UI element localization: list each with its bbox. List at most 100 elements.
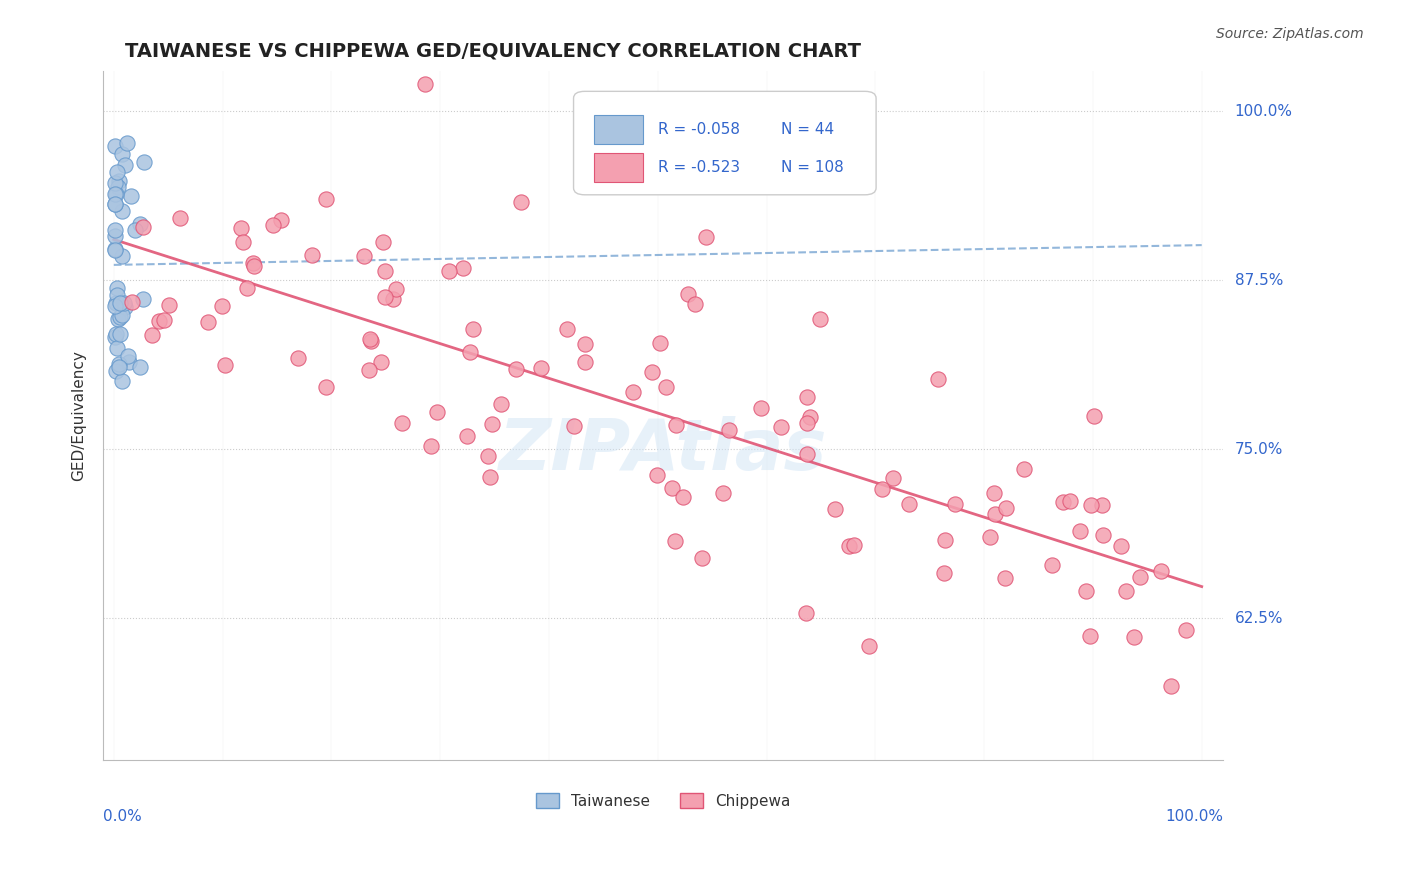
Point: [983, 486, 1005, 500]
Point: [1109, 539, 1132, 553]
Point: [1080, 498, 1102, 512]
Point: [676, 287, 699, 301]
Point: [574, 336, 596, 351]
Point: [353, 249, 375, 263]
Point: [157, 298, 180, 312]
Point: [994, 571, 1017, 585]
Point: [120, 188, 142, 202]
Point: [104, 364, 127, 378]
Point: [111, 203, 134, 218]
Point: [882, 471, 904, 485]
Point: [799, 409, 821, 424]
Point: [370, 355, 392, 369]
Point: [665, 418, 688, 433]
Point: [229, 221, 252, 235]
Point: [104, 327, 127, 342]
Point: [111, 308, 134, 322]
Point: [382, 293, 405, 307]
Point: [232, 235, 254, 249]
Point: [105, 341, 128, 355]
Point: [360, 334, 382, 348]
Point: [641, 365, 664, 379]
Point: [451, 261, 474, 276]
Point: [645, 468, 668, 483]
Point: [112, 295, 135, 310]
FancyBboxPatch shape: [593, 115, 643, 145]
Point: [1150, 564, 1173, 578]
Point: [770, 420, 793, 434]
Point: [1083, 409, 1105, 424]
Point: [1091, 498, 1114, 512]
Point: [413, 77, 436, 91]
Point: [374, 290, 396, 304]
Text: 87.5%: 87.5%: [1234, 273, 1282, 288]
Point: [927, 372, 949, 386]
Point: [456, 428, 478, 442]
Point: [104, 243, 127, 257]
Point: [107, 312, 129, 326]
Point: [1052, 495, 1074, 509]
Point: [994, 501, 1017, 516]
Point: [104, 330, 127, 344]
Point: [808, 312, 831, 326]
Point: [870, 482, 893, 496]
Text: Source: ZipAtlas.com: Source: ZipAtlas.com: [1216, 27, 1364, 41]
Point: [574, 355, 596, 369]
Point: [104, 186, 127, 201]
Point: [197, 315, 219, 329]
Point: [104, 223, 127, 237]
Text: R = -0.058: R = -0.058: [658, 122, 740, 136]
Point: [984, 508, 1007, 522]
Point: [270, 213, 292, 227]
Point: [1175, 623, 1198, 637]
Point: [115, 136, 138, 151]
Point: [214, 359, 236, 373]
Point: [104, 242, 127, 256]
Point: [695, 229, 717, 244]
Point: [315, 192, 337, 206]
Point: [105, 165, 128, 179]
Text: N = 108: N = 108: [780, 160, 844, 175]
Point: [110, 375, 132, 389]
Point: [118, 355, 141, 369]
FancyBboxPatch shape: [593, 153, 643, 182]
Point: [153, 313, 176, 327]
Text: N = 44: N = 44: [780, 122, 834, 136]
Point: [650, 335, 672, 350]
Point: [132, 292, 155, 306]
Point: [128, 360, 150, 375]
Point: [690, 550, 713, 565]
Point: [104, 197, 127, 211]
Point: [979, 530, 1001, 544]
Text: ZIPAtlas: ZIPAtlas: [499, 416, 828, 484]
Point: [104, 138, 127, 153]
Point: [1160, 679, 1182, 693]
Point: [385, 282, 408, 296]
Text: 0.0%: 0.0%: [103, 809, 142, 823]
FancyBboxPatch shape: [574, 91, 876, 194]
Point: [1129, 570, 1152, 584]
Point: [1091, 528, 1114, 542]
Point: [481, 417, 503, 431]
Point: [129, 217, 152, 231]
Point: [477, 449, 499, 463]
Point: [121, 295, 143, 310]
Point: [111, 147, 134, 161]
Point: [104, 295, 127, 310]
Point: [1078, 629, 1101, 643]
Point: [420, 439, 443, 453]
Point: [262, 218, 284, 232]
Point: [718, 423, 741, 437]
Point: [796, 390, 818, 404]
Point: [107, 180, 129, 194]
Y-axis label: GED/Equivalency: GED/Equivalency: [72, 350, 86, 481]
Point: [530, 360, 553, 375]
Point: [478, 470, 501, 484]
Point: [301, 248, 323, 262]
Point: [1122, 630, 1144, 644]
Point: [664, 533, 686, 548]
Point: [838, 539, 860, 553]
Point: [242, 259, 264, 273]
Point: [391, 416, 413, 430]
Point: [114, 158, 136, 172]
